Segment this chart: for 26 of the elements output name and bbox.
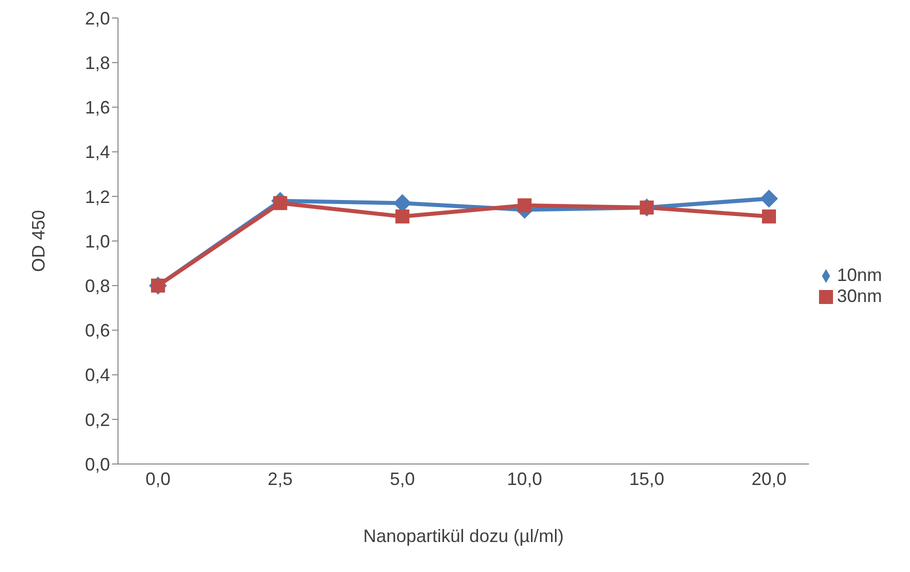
x-axis-title: Nanopartikül dozu (µl/ml) (363, 526, 564, 546)
x-tick-label: 0,0 (145, 468, 171, 489)
legend-label: 10nm (836, 265, 882, 285)
x-tick-label: 20,0 (751, 468, 786, 489)
x-tick-label: 15,0 (629, 468, 664, 489)
y-tick-label: 0,0 (84, 454, 110, 474)
x-tick-label: 5,0 (390, 468, 415, 489)
y-tick-label: 2,0 (84, 8, 110, 28)
y-tick-label: 1,0 (84, 231, 110, 252)
point (760, 190, 778, 208)
x-tick-label: 2,5 (268, 468, 293, 489)
y-tick-label: 1,8 (84, 52, 110, 73)
y-tick-label: 1,4 (84, 142, 110, 162)
legend-label: 30nm (836, 286, 882, 306)
y-tick-label: 0,8 (84, 276, 110, 296)
y-tick-label: 0,2 (84, 410, 110, 430)
y-axis-title: OD 450 (28, 210, 48, 272)
point (518, 198, 532, 212)
y-tick-label: 0,4 (84, 365, 110, 386)
x-tick-label: 10,0 (507, 468, 542, 489)
point (762, 209, 776, 224)
y-tick-label: 0,6 (84, 320, 110, 341)
y-tick-label: 1,2 (84, 186, 110, 207)
point (273, 196, 288, 210)
point (395, 209, 410, 224)
y-tick-label: 1,6 (84, 98, 110, 118)
